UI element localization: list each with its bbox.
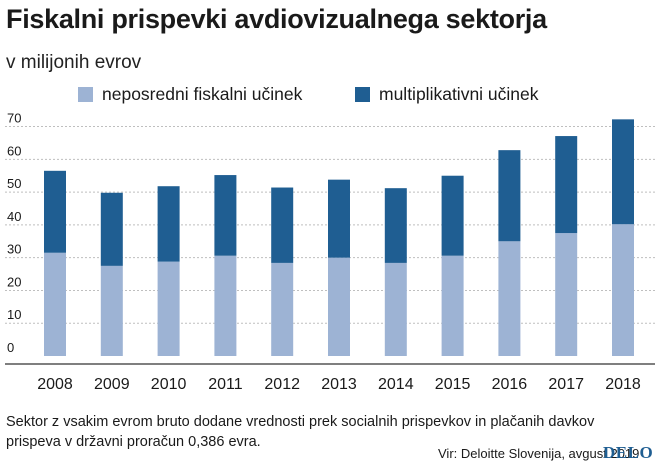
y-tick-label: 20 — [7, 274, 21, 289]
y-tick-label: 50 — [7, 176, 21, 191]
bar-direct — [498, 241, 521, 356]
legend-label-direct: neposredni fiskalni učinek — [102, 84, 303, 104]
bar-multiplier — [157, 186, 180, 262]
x-tick-label: 2015 — [435, 376, 471, 393]
bar-multiplier — [555, 136, 578, 234]
bar-multiplier — [612, 119, 634, 225]
bar-multiplier — [214, 175, 237, 256]
legend-swatch-multiplier — [355, 87, 370, 102]
delo-logo: DELO — [603, 443, 654, 462]
bar-multiplier — [384, 188, 407, 263]
y-tick-label: 10 — [7, 307, 21, 322]
chart-plot: 0 10 20 30 40 50 60 70 2008 2009 2010 2011 2012 2013 2… — [5, 111, 655, 393]
legend-swatch-direct — [78, 87, 93, 102]
x-tick-label: 2012 — [264, 376, 300, 393]
bar-multiplier — [44, 170, 66, 253]
x-tick-label: 2013 — [321, 376, 357, 393]
bar-multiplier — [441, 175, 464, 256]
y-tick-label: 70 — [7, 111, 21, 126]
legend-item-direct: neposredni fiskalni učinek — [78, 84, 302, 105]
x-tick-label: 2009 — [94, 376, 130, 393]
x-tick-label: 2008 — [37, 376, 73, 393]
bar-direct — [612, 224, 634, 356]
chart-title: Fiskalni prispevki avdiovizualnega sekto… — [6, 4, 547, 34]
footnote: Sektor z vsakim evrom bruto dodane vredn… — [6, 414, 595, 450]
bar-direct — [384, 262, 407, 356]
x-tick-label: 2011 — [208, 376, 243, 393]
bar-direct — [100, 265, 123, 356]
bar-direct — [44, 252, 66, 356]
x-tick-label: 2017 — [548, 376, 584, 393]
bar-direct — [214, 255, 237, 356]
x-tick-label: 2014 — [378, 376, 414, 393]
x-tick-label: 2016 — [492, 376, 528, 393]
legend-label-multiplier: multiplikativni učinek — [379, 84, 539, 104]
bar-multiplier — [498, 150, 521, 242]
x-tick-label: 2018 — [605, 376, 641, 393]
bar-direct — [271, 262, 294, 356]
bar-direct — [157, 261, 180, 356]
legend-item-multiplier: multiplikativni učinek — [355, 84, 539, 105]
bar-multiplier — [100, 192, 123, 266]
bar-direct — [441, 255, 464, 356]
x-tick-label: 2010 — [151, 376, 187, 393]
bar-direct — [328, 257, 350, 356]
y-tick-label: 40 — [7, 209, 21, 224]
bar-direct — [555, 233, 578, 356]
source-text: Vir: Deloitte Slovenija, avgust 2019 — [438, 446, 640, 461]
bar-multiplier — [328, 179, 350, 258]
y-tick-label: 30 — [7, 242, 21, 257]
bar-multiplier — [271, 187, 294, 263]
y-tick-label: 0 — [7, 340, 14, 355]
chart-subtitle: v milijonih evrov — [6, 52, 142, 73]
y-tick-label: 60 — [7, 143, 21, 158]
